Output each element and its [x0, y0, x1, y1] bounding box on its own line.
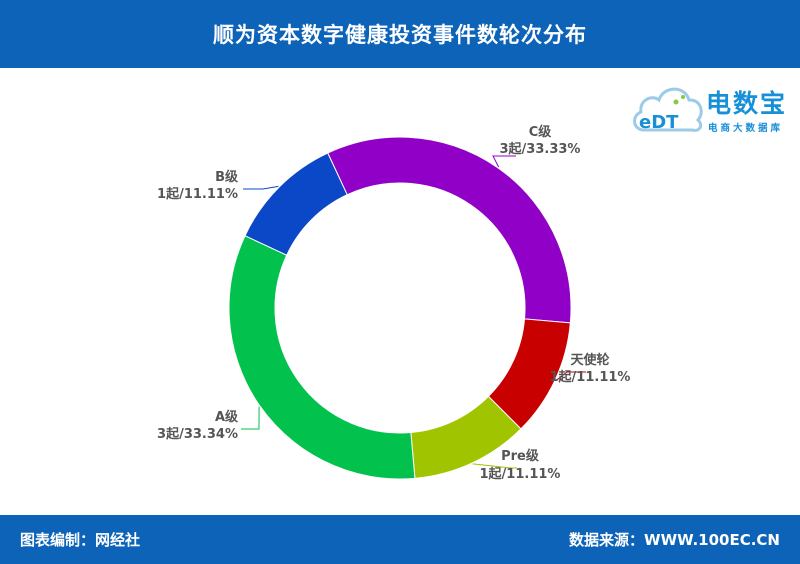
brand-logo: eDT 电数宝 电商大数据库 — [630, 72, 795, 142]
logo-subtitle: 电商大数据库 — [708, 123, 784, 134]
slice-3 — [228, 235, 416, 480]
slice-value-label-2: 1起/11.11% — [480, 466, 561, 482]
title-bar: 顺为资本数字健康投资事件数轮次分布 — [0, 0, 800, 68]
slice-name-1: 天使轮 — [570, 352, 609, 368]
slice-name-4: B级 — [215, 169, 239, 185]
footer-bar: 图表编制：网经社 数据来源：WWW.100EC.CN — [0, 515, 800, 564]
logo-name: 电数宝 — [706, 89, 788, 118]
slice-value-label-0: 3起/33.33% — [500, 141, 581, 157]
footer-credit: 图表编制：网经社 — [20, 531, 141, 549]
leader-line-3 — [241, 406, 260, 430]
slice-0 — [327, 136, 572, 324]
slice-name-0: C级 — [529, 124, 553, 140]
cloud-icon: eDT — [633, 87, 703, 133]
page-title: 顺为资本数字健康投资事件数轮次分布 — [213, 23, 587, 47]
leader-line-2 — [472, 463, 517, 469]
slice-4 — [244, 152, 348, 256]
slice-value-label-3: 3起/33.34% — [157, 426, 238, 442]
leader-line-1 — [555, 371, 586, 382]
slice-name-3: A级 — [215, 409, 239, 425]
logo-icon-text: eDT — [639, 112, 679, 133]
slice-name-2: Pre级 — [501, 448, 540, 464]
slice-value-label-4: 1起/11.11% — [157, 186, 238, 202]
footer-source: 数据来源：WWW.100EC.CN — [569, 531, 780, 549]
leader-line-0 — [492, 155, 516, 168]
leader-line-4 — [243, 185, 279, 190]
slice-value-label-1: 1起/11.11% — [550, 369, 631, 385]
donut-chart: C级3起/33.33%天使轮1起/11.11%Pre级1起/11.11%A级3起… — [157, 124, 631, 482]
